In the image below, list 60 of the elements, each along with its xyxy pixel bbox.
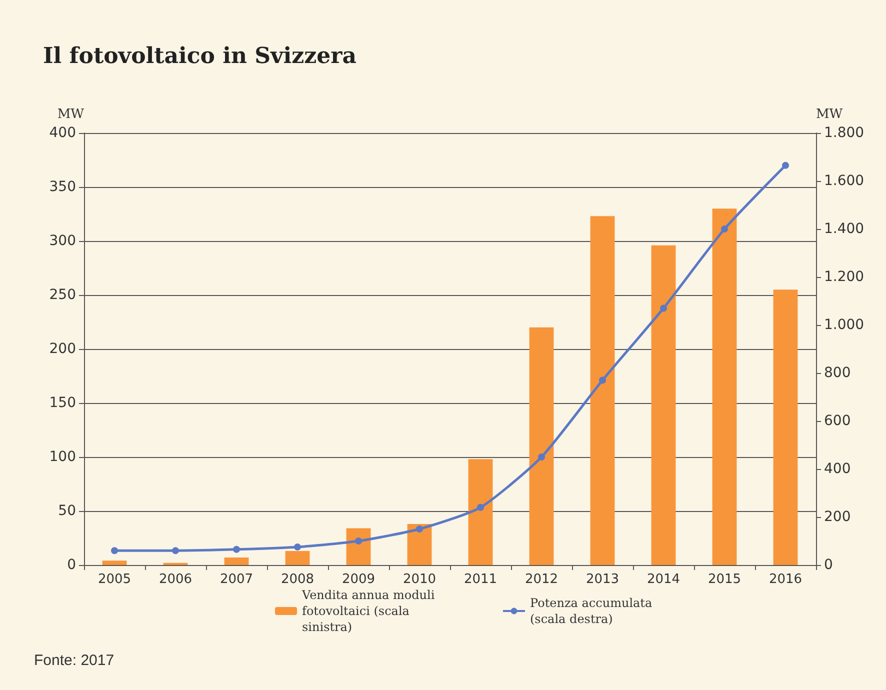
y-tick-label: 0 [67, 557, 76, 573]
y2-tick-label: 200 [824, 509, 851, 525]
x-tick-label: 2016 [768, 572, 802, 587]
y-tick-label: 200 [49, 341, 76, 357]
x-tick-label: 2006 [158, 572, 192, 587]
point [599, 376, 606, 384]
bar [590, 216, 615, 565]
y2-tick-label: 1.400 [824, 221, 864, 237]
point [294, 544, 301, 550]
point [538, 454, 545, 460]
x-tick-label: 2014 [646, 572, 680, 587]
legend-label: Potenza accumulata (scala destra) [530, 596, 656, 626]
x-tick-label: 2009 [342, 572, 376, 587]
x-tick-label: 2008 [280, 572, 314, 587]
point [416, 526, 423, 532]
y-tick-label: 100 [49, 449, 76, 465]
point [355, 538, 362, 544]
bar [468, 459, 493, 565]
point [233, 546, 240, 553]
x-tick-label: 2007 [220, 572, 254, 587]
y2-tick-label: 1.800 [824, 125, 864, 141]
legend-label: Vendita annua moduli fotovoltaici (scala sinistra) [301, 588, 439, 634]
x-tick-label: 2010 [402, 572, 436, 587]
x-tick-label: 2005 [98, 572, 132, 587]
x-tick-label: 2013 [586, 572, 620, 587]
bar [285, 550, 310, 565]
y-tick-label: 400 [49, 125, 76, 141]
y2-tick-label: 1.000 [824, 317, 864, 333]
bar [712, 208, 737, 565]
y2-axis-title: MW [816, 107, 844, 122]
point [721, 226, 728, 232]
source-note: Fonte: 2017 [34, 652, 114, 669]
y-tick-label: 250 [49, 287, 76, 303]
point [782, 162, 789, 169]
bar [407, 524, 432, 565]
y2-tick-label: 400 [824, 461, 851, 477]
point [660, 304, 667, 312]
y2-tick-label: 600 [824, 413, 851, 429]
y-tick-label: 50 [58, 503, 76, 519]
bar [651, 245, 676, 565]
y2-tick-label: 1.600 [824, 173, 864, 189]
y-tick-label: 350 [49, 179, 76, 195]
bar [224, 557, 249, 565]
x-tick-label: 2012 [524, 572, 558, 587]
chart-title: Il fotovoltaico in Svizzera [43, 43, 356, 69]
y-tick-label: 150 [49, 395, 76, 411]
bar [346, 528, 371, 565]
x-tick-label: 2011 [464, 572, 498, 587]
y2-tick-label: 800 [824, 365, 851, 381]
x-tick-label: 2015 [708, 572, 742, 587]
bar [102, 560, 127, 565]
point [111, 547, 118, 554]
bar [773, 290, 798, 565]
y-axis-title: MW [57, 107, 85, 122]
y2-tick-label: 1.200 [824, 269, 864, 285]
bar [529, 327, 554, 565]
point [172, 547, 179, 554]
y-tick-label: 300 [49, 233, 76, 249]
y2-tick-label: 0 [824, 557, 833, 573]
point [477, 504, 484, 511]
